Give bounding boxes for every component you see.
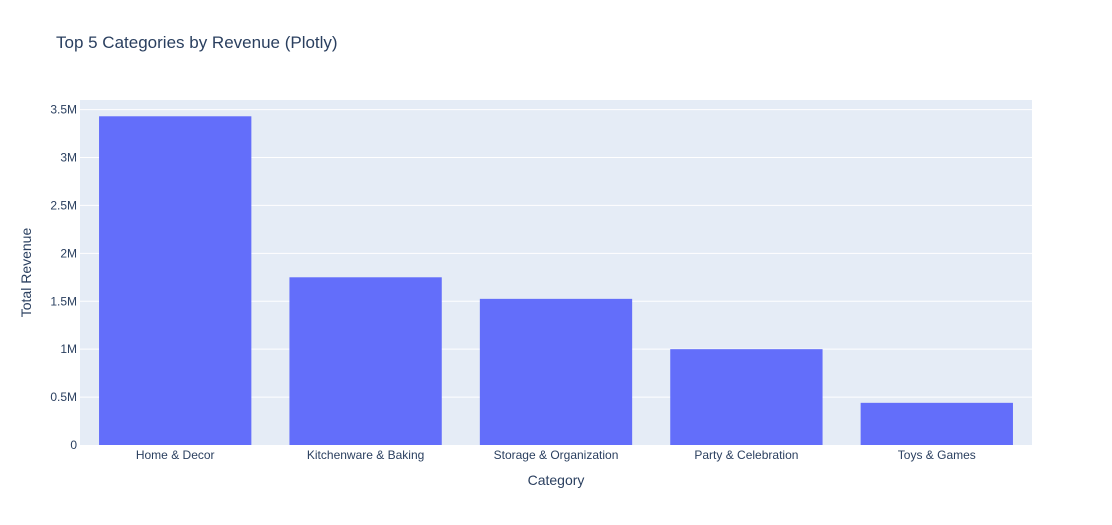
bar[interactable]	[479, 298, 633, 445]
x-tick-label: Toys & Games	[898, 448, 976, 462]
bars	[99, 116, 1013, 446]
x-axis-ticks: Home & Decor Kitchenware & Baking Storage …	[136, 448, 976, 462]
y-tick-label: 3M	[60, 151, 77, 165]
y-axis-ticks: 0 0.5M 1M 1.5M 2M 2.5M 3M 3.5M	[50, 103, 77, 452]
bar[interactable]	[289, 277, 442, 445]
y-tick-label: 0.5M	[50, 390, 77, 404]
y-tick-label: 3.5M	[50, 103, 77, 117]
x-axis-title: Category	[528, 472, 585, 488]
x-tick-label: Party & Celebration	[694, 448, 798, 462]
x-tick-label: Storage & Organization	[494, 448, 619, 462]
y-axis-title: Total Revenue	[18, 228, 34, 318]
y-tick-label: 2M	[60, 246, 77, 260]
y-tick-label: 0	[70, 438, 77, 452]
y-tick-label: 1.5M	[50, 294, 77, 308]
bar[interactable]	[99, 116, 252, 446]
x-tick-label: Home & Decor	[136, 448, 215, 462]
bar[interactable]	[860, 402, 1013, 445]
x-tick-label: Kitchenware & Baking	[307, 448, 424, 462]
y-tick-label: 1M	[60, 342, 77, 356]
bar[interactable]	[670, 349, 823, 445]
chart-title: Top 5 Categories by Revenue (Plotly)	[56, 33, 338, 52]
y-tick-label: 2.5M	[50, 198, 77, 212]
